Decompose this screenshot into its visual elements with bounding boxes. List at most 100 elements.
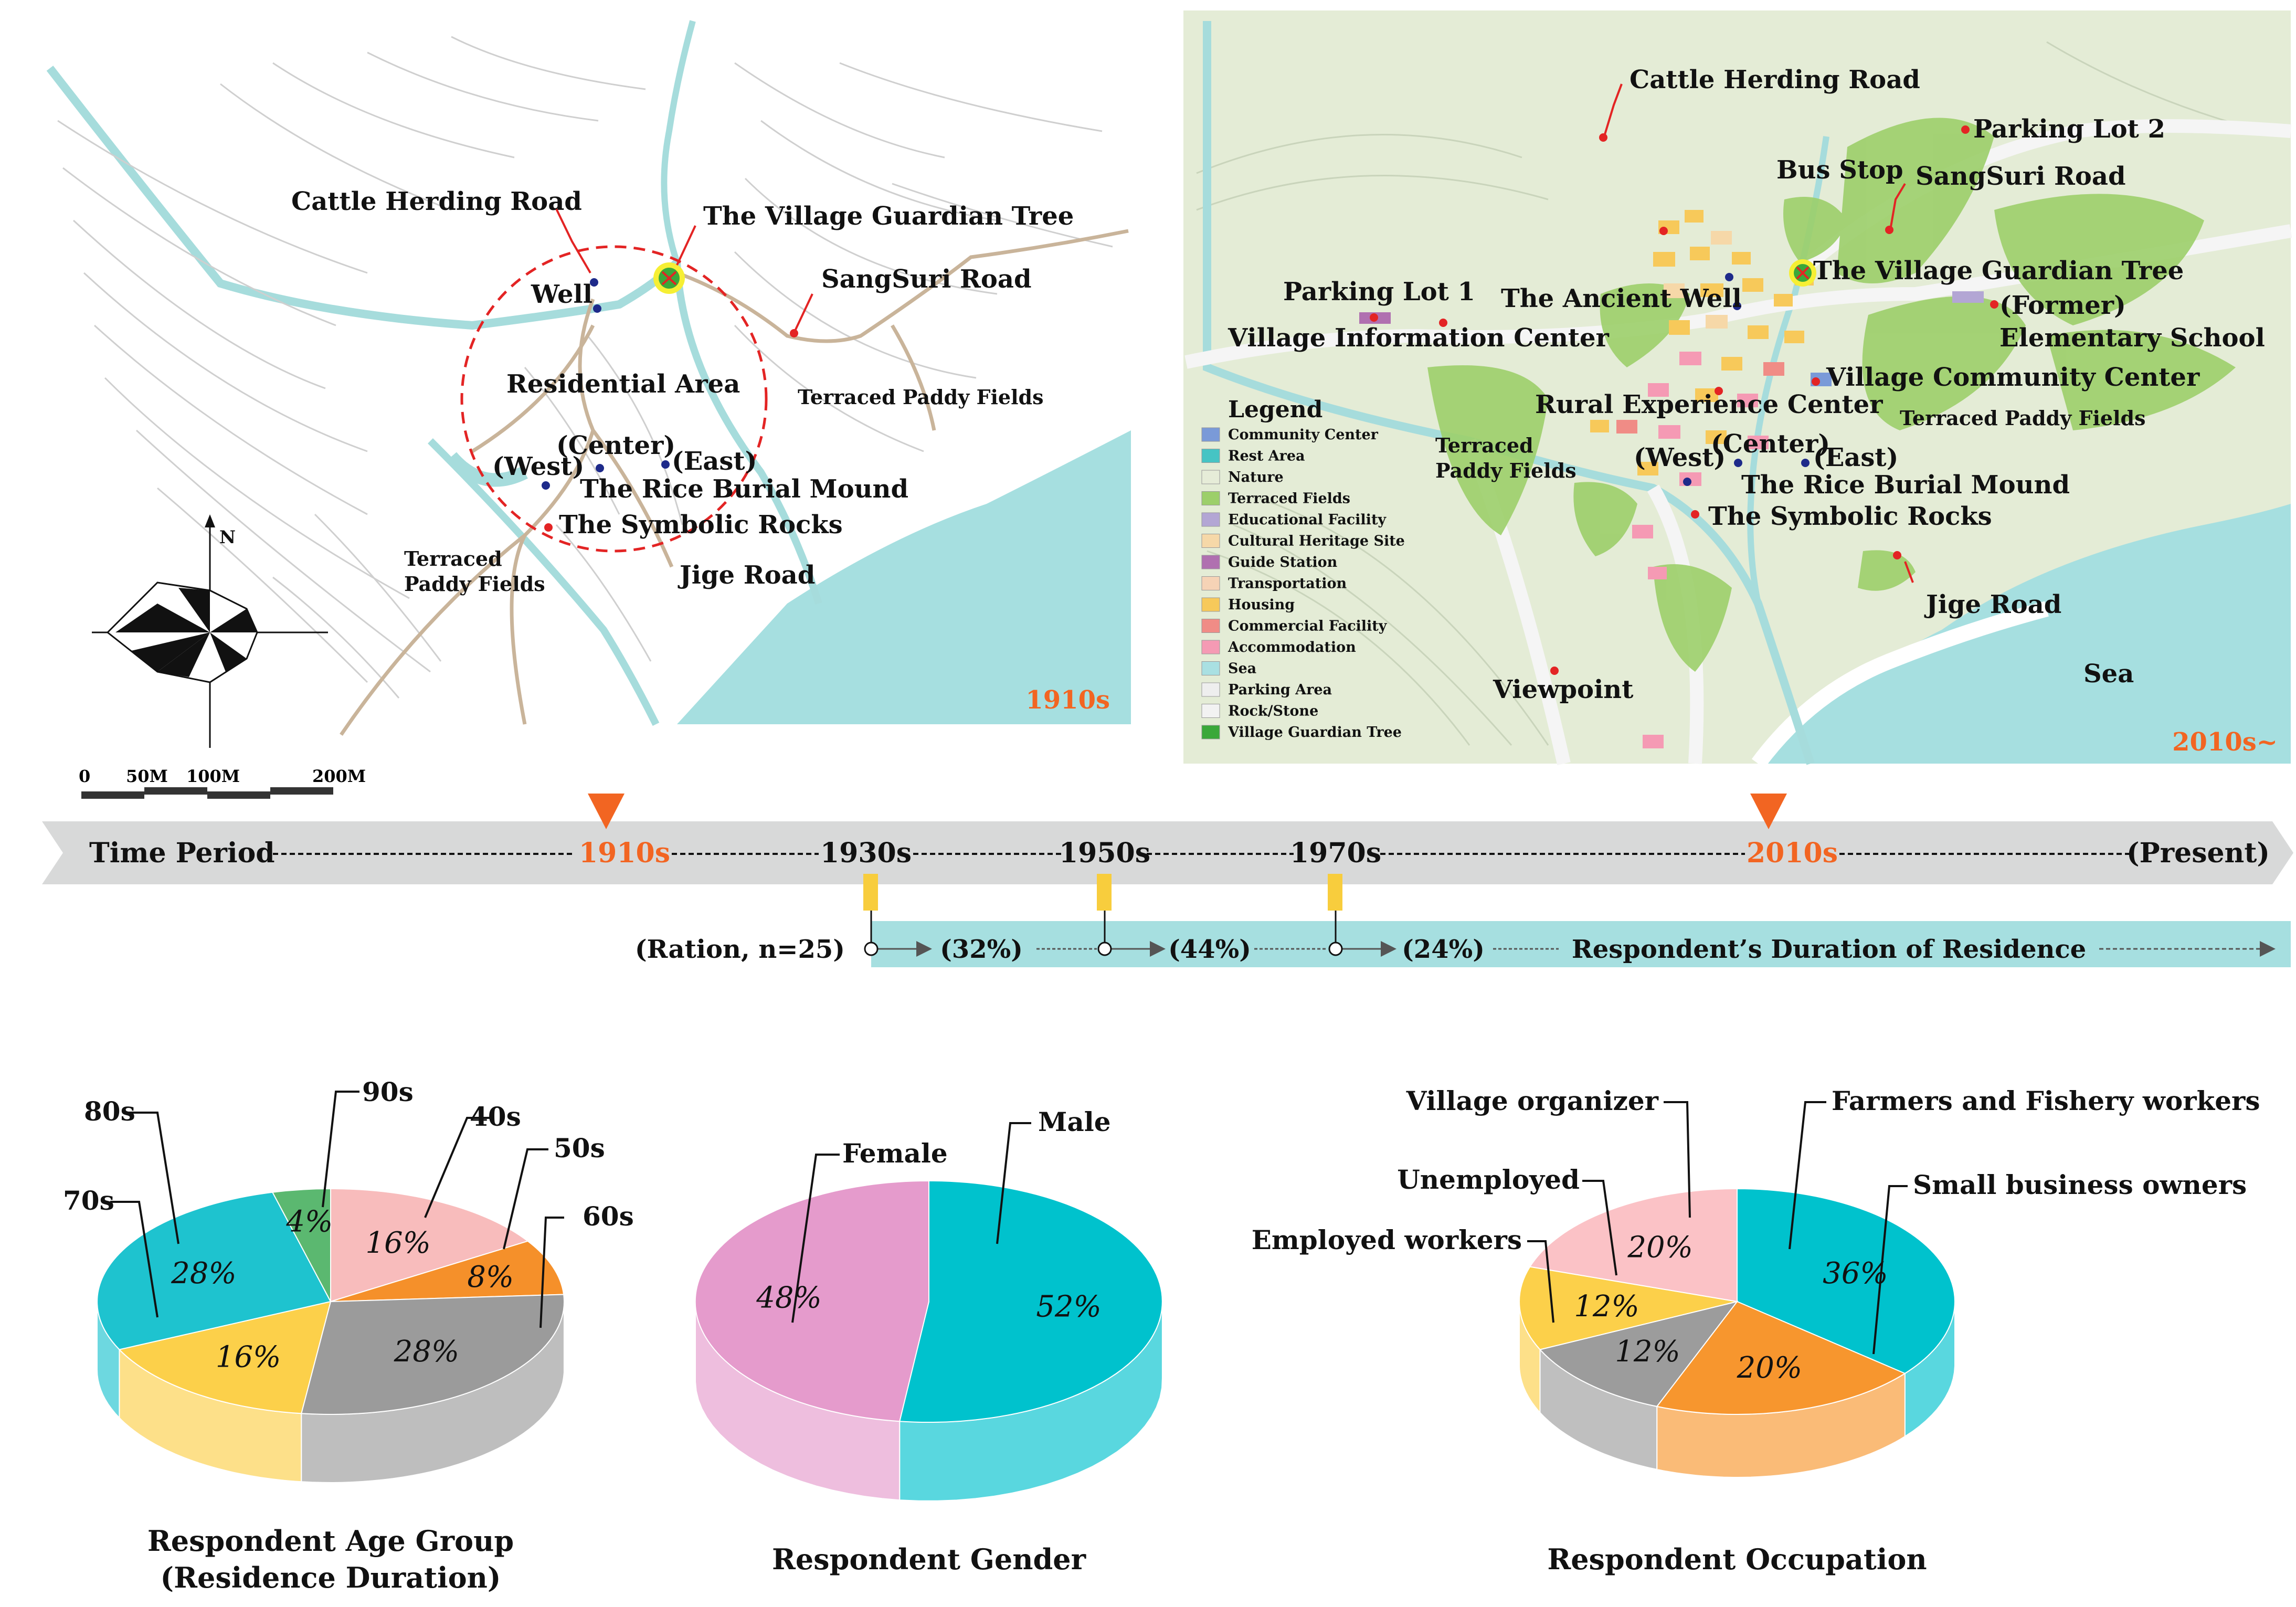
river (661, 20, 696, 263)
point-marker (1439, 319, 1447, 327)
pie-value-label: 8% (467, 1260, 514, 1294)
era-label-2010s: 2010s~ (2172, 727, 2278, 757)
sea-area (1758, 504, 2291, 764)
legend-item-label: Educational Facility (1228, 512, 1387, 528)
label-ancient-well: The Ancient Well (1501, 284, 1742, 313)
pie-labels: 80s 90s 40s 50s 60s 70s Female Male Vill… (63, 1076, 2260, 1255)
age-label-50s: 50s (554, 1133, 605, 1164)
leader-line (1890, 183, 1906, 227)
legend-swatch (1201, 682, 1220, 697)
pie-slice (1539, 1301, 1739, 1408)
pie-slice (898, 1180, 1163, 1423)
label-cattle-herding-road: Cattle Herding Road (1630, 65, 1920, 94)
legend-swatch (1201, 449, 1220, 463)
timeline-2010s: 2010s (1747, 837, 1838, 869)
occupation-label-employed: Employed workers (1252, 1224, 1522, 1255)
legend-item-label: Parking Area (1228, 682, 1332, 698)
point-marker (593, 304, 601, 313)
share-1930s: (32%) (940, 935, 1023, 964)
point-marker (1961, 125, 1970, 134)
ration-label: (Ration, n=25) (635, 935, 845, 964)
legend-item-label: Community Center (1228, 427, 1379, 443)
pie-value-label: 16% (365, 1226, 430, 1260)
legend-swatch (1201, 491, 1220, 505)
point-marker (590, 278, 598, 287)
label-parking-lot-1: Parking Lot 1 (1283, 277, 1475, 306)
pie-slice (271, 1188, 331, 1302)
age-label-70s: 70s (63, 1185, 114, 1216)
pond (446, 452, 528, 487)
era-label-1910s: 1910s (1025, 685, 1110, 715)
residential-area-circle (460, 245, 768, 553)
occupation-label-farmers: Farmers and Fishery workers (1832, 1085, 2260, 1116)
label-west: (West) (1634, 443, 1726, 472)
pie-leader-lines (110, 1091, 1908, 1355)
age-label-40s: 40s (470, 1101, 521, 1132)
timeline-1970s: 1970s (1290, 837, 1381, 869)
pie-titles: Respondent Age Group (Residence Duration… (147, 1524, 1927, 1594)
pie-slice (694, 1180, 929, 1422)
timeline-marker-1910s (588, 794, 625, 829)
label-guardian-tree: The Village Guardian Tree (703, 202, 1074, 231)
scale-0: 0 (79, 766, 90, 786)
point-marker (1725, 273, 1733, 281)
pie-value-label: 4% (285, 1204, 333, 1239)
timeline-1950s: 1950s (1059, 837, 1150, 869)
legend-item-label: Commercial Facility (1228, 618, 1388, 635)
label-east: (East) (672, 447, 757, 476)
legend-swatch (1201, 470, 1220, 484)
pie-value-label: 12% (1615, 1335, 1680, 1369)
label-terraced-fields-right: Terraced Paddy Fields (798, 385, 1044, 409)
river (428, 438, 660, 726)
label-center: (Center) (1711, 429, 1830, 459)
legend-swatch (1201, 619, 1220, 633)
age-label-60s: 60s (583, 1201, 634, 1232)
legend-title: Legend (1228, 396, 1322, 423)
pie-value-label: 28% (394, 1335, 459, 1369)
share-1970s: (24%) (1402, 935, 1485, 964)
pie-slice (300, 1294, 565, 1415)
guardian-tree-icon (1789, 259, 1816, 287)
leader-line (676, 225, 696, 266)
river (1747, 136, 1829, 605)
point-marker (1370, 313, 1378, 322)
point-marker (1599, 133, 1607, 142)
share-1950s: (44%) (1168, 935, 1251, 964)
age-chart-title-2: (Residence Duration) (161, 1561, 501, 1594)
terraced-fields (1427, 118, 2236, 672)
timeline-1930s: 1930s (820, 837, 912, 869)
leader-line (1904, 561, 1914, 583)
point-marker (596, 464, 604, 472)
label-sea: Sea (2083, 659, 2134, 689)
occupation-label-organizer: Village organizer (1406, 1085, 1659, 1116)
legend-swatch (1201, 576, 1220, 590)
buildings (1359, 210, 1984, 748)
legend-item-label: Sea (1228, 661, 1256, 677)
leader-line (1604, 83, 1623, 135)
gender-chart-title: Respondent Gender (772, 1542, 1086, 1576)
label-info-center: Village Information Center (1228, 323, 1610, 353)
legend-item-label: Terraced Fields (1228, 491, 1350, 507)
guardian-tree-icon (653, 262, 685, 294)
point-marker (1801, 459, 1810, 467)
duration-node (1328, 942, 1343, 956)
label-cattle-herding-road: Cattle Herding Road (291, 187, 582, 216)
point-marker (1893, 551, 1901, 559)
label-rice-burial-mound: The Rice Burial Mound (1741, 470, 2070, 500)
label-terraced-fields-right: Terraced Paddy Fields (1900, 406, 2146, 430)
legend-item-label: Accommodation (1228, 639, 1356, 656)
label-parking-lot-2: Parking Lot 2 (1973, 114, 2165, 144)
timeline-marker-2010s (1750, 794, 1787, 829)
point-marker (1812, 377, 1820, 386)
pie-value-label: 28% (171, 1256, 236, 1291)
map-legend: Legend Community Center Rest Area Nature Te… (1201, 396, 1405, 741)
label-well: Well (531, 280, 592, 309)
legend-swatch (1201, 725, 1220, 739)
timeline-1910s: 1910s (579, 837, 670, 869)
gender-label-male: Male (1038, 1106, 1111, 1137)
pie-value-label: 20% (1627, 1231, 1692, 1265)
label-former: (Former) (1999, 291, 2126, 320)
legend-swatch (1201, 640, 1220, 654)
label-terraced-left-1: Terraced (404, 547, 502, 570)
